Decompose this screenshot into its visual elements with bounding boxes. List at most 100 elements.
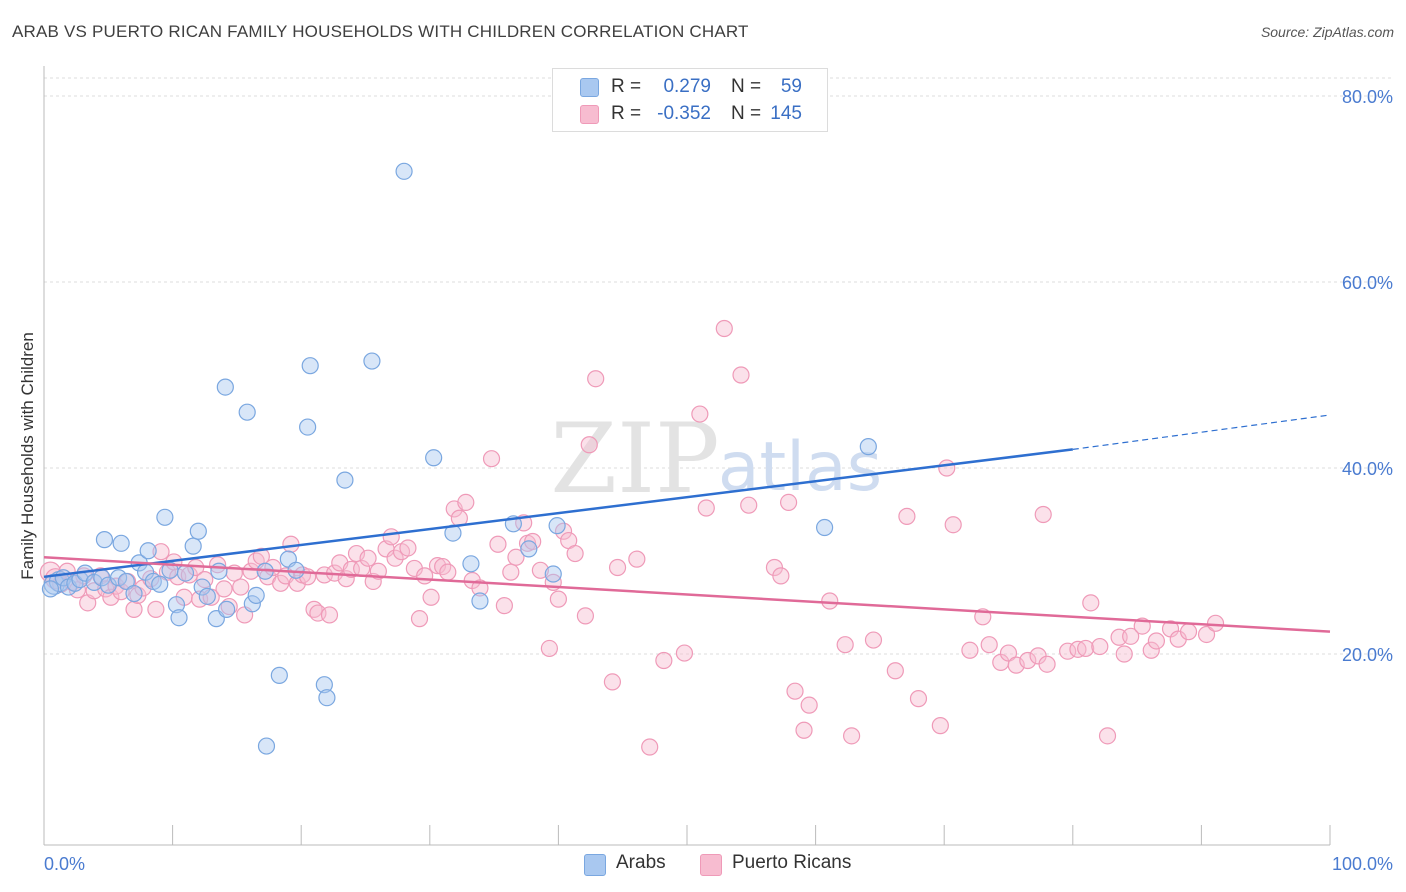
arab-point	[218, 600, 236, 618]
arab-point	[462, 555, 480, 573]
puerto-rican-point	[1082, 594, 1100, 612]
puerto-rican-point	[938, 459, 956, 477]
puerto-rican-point	[242, 562, 260, 580]
zipatlas-watermark: ZIP atlas	[550, 403, 882, 515]
puerto-rican-point	[1019, 651, 1037, 670]
puerto-rican-point	[821, 592, 839, 610]
legend-row-puerto-ricans: R = -0.352 N = 145	[553, 101, 827, 127]
puerto-rican-point	[1197, 625, 1216, 644]
puerto-rican-point	[1077, 639, 1095, 658]
puerto-rican-point	[980, 636, 998, 654]
arabs-legend-swatch	[584, 854, 606, 876]
r-value: 0.279	[663, 76, 711, 97]
arab-point	[816, 518, 834, 537]
arab-point	[170, 609, 188, 627]
puerto-rican-point	[886, 662, 904, 680]
puerto-rican-point	[628, 550, 646, 568]
puerto-ricans-swatch	[580, 105, 599, 124]
arab-point	[95, 531, 114, 549]
n-value: 59	[780, 76, 802, 97]
puerto-rican-point	[422, 588, 440, 606]
arabs-trendline	[43, 448, 1073, 579]
puerto-rican-point	[1122, 627, 1140, 645]
y-tick-label: 40.0%	[1342, 459, 1393, 479]
puerto-rican-point	[428, 557, 447, 575]
arab-point	[216, 378, 234, 396]
y-tick-label: 20.0%	[1342, 645, 1393, 665]
puerto-rican-point	[944, 516, 962, 534]
puerto-rican-point	[1206, 614, 1225, 632]
arab-point	[299, 418, 317, 436]
arab-point	[210, 562, 228, 580]
puerto-rican-point	[1179, 623, 1198, 641]
puerto-rican-point	[732, 366, 750, 384]
arab-point	[257, 737, 276, 755]
r-label: R =	[611, 103, 642, 124]
puerto-rican-point	[587, 370, 605, 388]
n-label: N =	[731, 103, 762, 124]
puerto-rican-point	[608, 558, 627, 577]
puerto-rican-point	[439, 563, 457, 581]
arab-point	[859, 438, 877, 456]
puerto-rican-point	[320, 606, 339, 624]
puerto-rican-point	[147, 600, 165, 618]
r-value: -0.352	[657, 103, 711, 124]
puerto-rican-point	[489, 535, 507, 553]
arab-point	[336, 471, 354, 489]
arab-point	[425, 449, 443, 467]
arabs-series	[41, 162, 877, 755]
puerto-rican-point	[416, 567, 434, 585]
arab-point	[167, 596, 186, 614]
arab-point	[520, 540, 538, 558]
arab-point	[156, 508, 174, 526]
r-label: R =	[611, 76, 642, 97]
puerto-rican-point	[1098, 727, 1117, 745]
puerto-rican-point	[282, 535, 300, 553]
puerto-rican-point	[772, 567, 790, 585]
puerto-rican-point	[549, 590, 568, 608]
arab-point	[139, 542, 157, 560]
legend-row-arabs: R = 0.279 N = 59	[553, 74, 827, 100]
arab-point	[125, 584, 143, 603]
puerto-rican-point	[482, 450, 501, 468]
y-axis-label: Family Households with Children	[18, 332, 37, 580]
puerto-rican-point	[603, 673, 622, 691]
puerto-rican-point	[843, 727, 861, 745]
arab-point	[41, 580, 60, 598]
puerto-rican-point	[220, 597, 238, 616]
puerto-rican-point	[740, 496, 758, 514]
puerto-rican-point	[795, 721, 813, 739]
puerto-rican-point	[898, 507, 916, 525]
puerto-rican-point	[566, 544, 584, 563]
puerto-rican-point	[779, 493, 798, 512]
arab-point	[471, 592, 489, 610]
puerto-rican-point	[909, 690, 928, 708]
puerto-rican-point	[540, 639, 558, 658]
arabs-trendline-extension	[1072, 414, 1331, 450]
puerto-rican-point	[1147, 632, 1165, 650]
arab-point	[117, 572, 135, 591]
puerto-rican-point	[655, 651, 673, 670]
y-tick-label: 60.0%	[1342, 273, 1393, 293]
puerto-rican-point	[999, 644, 1018, 662]
trendlines	[43, 414, 1331, 633]
arab-point	[363, 352, 381, 370]
puerto-rican-point	[399, 539, 417, 557]
arab-point	[243, 595, 261, 613]
puerto-rican-point	[675, 644, 694, 662]
puerto-rican-point	[691, 405, 709, 423]
arab-point	[238, 403, 256, 421]
puerto-rican-point	[1038, 655, 1056, 673]
puerto-rican-point	[931, 717, 949, 735]
puerto-rican-point	[961, 641, 979, 659]
puerto-rican-point	[152, 543, 170, 561]
arab-point	[548, 517, 566, 535]
puerto-rican-point	[786, 682, 804, 700]
arab-point	[176, 564, 195, 582]
puerto-ricans-trendline	[43, 556, 1331, 633]
puerto-rican-point	[641, 738, 659, 756]
puerto-rican-point	[1091, 637, 1109, 656]
chart-title: ARAB VS PUERTO RICAN FAMILY HOUSEHOLDS W…	[12, 22, 749, 41]
puerto-ricans-legend-swatch	[700, 854, 722, 876]
